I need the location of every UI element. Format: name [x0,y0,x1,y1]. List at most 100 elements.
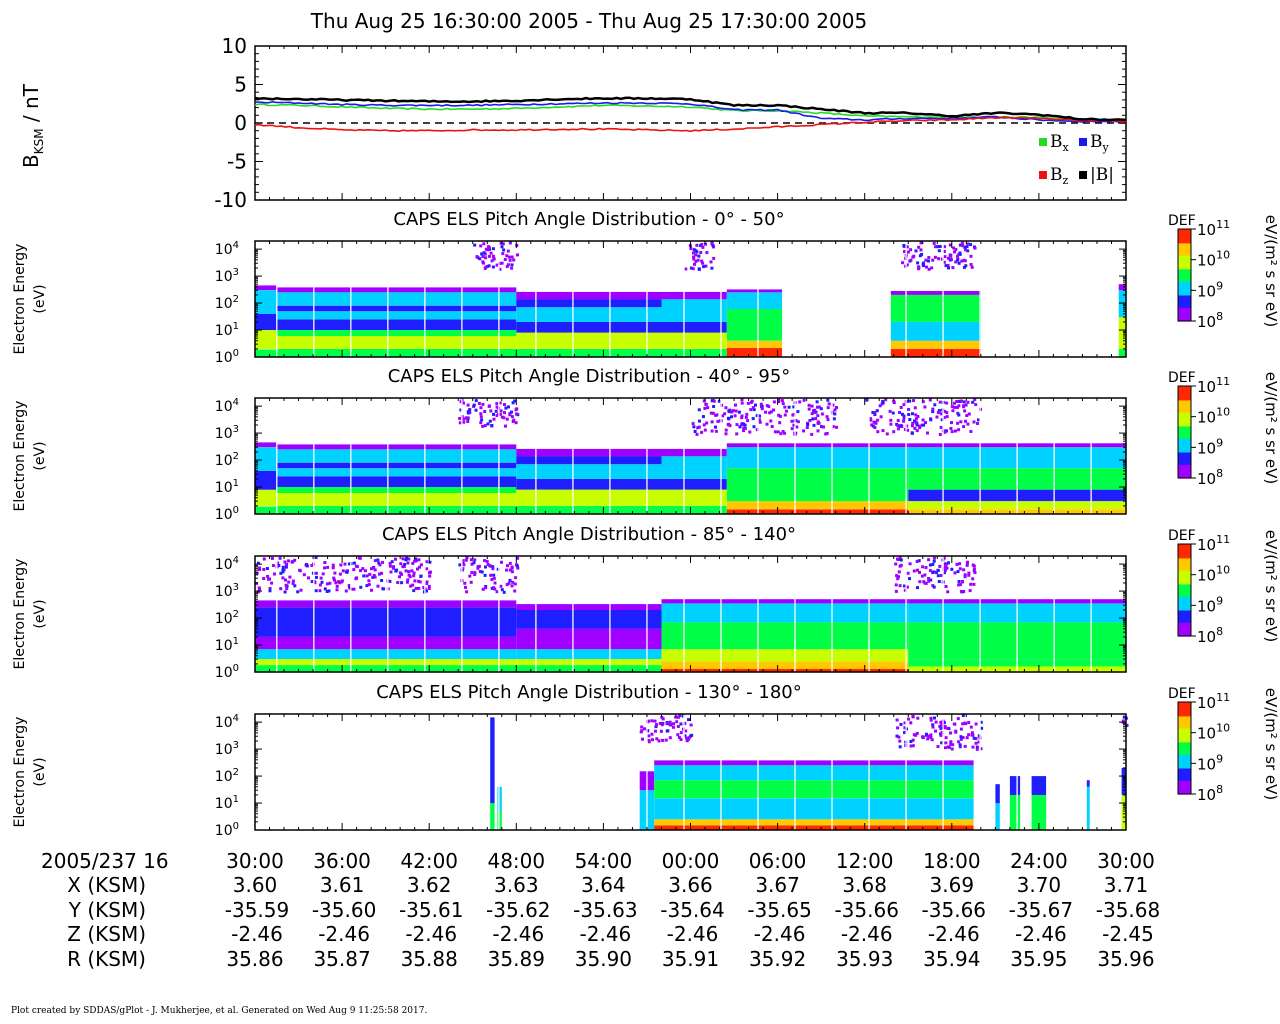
noise-pixel [270,556,274,560]
colorbar-step [1178,577,1191,580]
noise-pixel [938,400,942,404]
noise-pixel [972,569,976,573]
noise-pixel [795,425,799,429]
noise-pixel [481,424,485,428]
noise-pixel [773,430,777,434]
noise-pixel [980,726,984,730]
spectrogram-cell [1086,780,1090,787]
noise-pixel [640,725,644,729]
noise-pixel [293,558,297,562]
noise-pixel [957,580,961,583]
noise-pixel [737,410,741,414]
spectrogram-cell [726,443,909,448]
noise-pixel [401,557,405,561]
spectrogram-cell [276,476,517,487]
spectrogram-cell [255,665,517,672]
noise-pixel [491,254,495,258]
colorbar-step [1178,757,1191,760]
spectrogram-cell [516,489,662,506]
colorbar-step [1178,419,1191,422]
noise-pixel [414,586,418,590]
spectrogram-cell [276,292,517,306]
noise-pixel [692,251,695,255]
ephemeris-value: 35.92 [749,947,806,971]
noise-pixel [412,589,416,593]
colorbar-step [1178,599,1191,602]
noise-pixel [697,408,701,412]
noise-pixel [979,747,983,751]
colorbar-step [1178,763,1191,766]
noise-pixel [900,412,904,416]
noise-pixel [697,267,701,271]
noise-pixel [917,267,921,271]
noise-pixel [428,571,431,575]
noise-pixel [916,415,920,418]
spectrogram-cell [276,487,517,493]
noise-pixel [512,418,516,422]
colorbar-step [1178,396,1191,399]
noise-pixel [418,565,421,569]
noise-pixel [805,426,809,429]
colorbar-step [1178,714,1191,717]
noise-pixel [268,587,272,590]
colorbar-step [1178,399,1191,402]
noise-pixel [810,432,814,436]
noise-pixel [262,577,266,580]
noise-pixel [871,411,875,414]
noise-pixel [498,401,502,405]
noise-pixel [889,422,893,426]
noise-pixel [513,589,517,593]
noise-pixel [755,414,759,418]
colorbar-step [1178,467,1191,470]
noise-pixel [954,260,958,264]
noise-pixel [915,731,919,735]
noise-pixel [417,586,421,590]
noise-pixel [487,404,491,408]
noise-pixel [957,413,961,417]
noise-pixel [459,400,463,404]
noise-pixel [710,429,714,433]
spectrogram-cell [516,299,662,308]
noise-pixel [486,248,489,252]
colorbar-tick-label: 1011 [1197,691,1230,712]
noise-pixel [965,245,969,248]
noise-pixel [872,420,876,424]
noise-pixel [326,565,330,569]
colorbar-step [1178,244,1191,247]
spectrogram-cell [276,449,517,463]
noise-pixel [691,422,695,426]
noise-pixel [947,561,950,565]
noise-pixel [961,736,965,740]
noise-pixel [358,556,362,560]
noise-pixel [411,561,415,565]
colorbar-step [1178,603,1191,606]
noise-pixel [320,580,324,584]
colorbar-step [1178,758,1191,761]
noise-pixel [462,563,466,567]
colorbar-step [1178,393,1191,396]
noise-pixel [495,263,499,267]
colorbar-step [1178,402,1191,405]
colorbar-step [1178,404,1191,407]
noise-pixel [790,419,794,423]
noise-pixel [676,725,680,728]
colorbar-tick-label: 1011 [1197,218,1230,239]
ephemeris-value: 3.66 [668,873,713,897]
colorbar-step [1178,285,1191,288]
noise-pixel [907,717,911,721]
colorbar-tick-label: 109 [1197,752,1223,773]
noise-pixel [810,412,814,416]
colorbar-step [1178,734,1191,737]
noise-pixel [758,418,761,422]
noise-pixel [928,569,932,573]
noise-pixel [772,400,776,404]
colorbar-step [1178,455,1191,458]
colorbar-step [1178,445,1191,448]
legend-swatch-x [1039,138,1047,146]
noise-pixel [950,421,953,425]
noise-pixel [910,431,914,435]
noise-pixel [810,404,814,408]
noise-pixel [816,429,820,433]
colorbar-step [1178,448,1191,451]
noise-pixel [796,420,800,424]
